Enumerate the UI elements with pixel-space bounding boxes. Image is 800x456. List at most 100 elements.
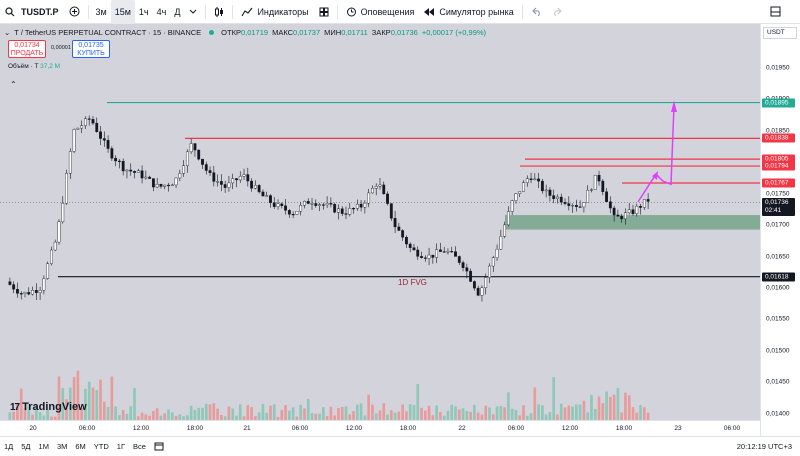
candle [488, 265, 491, 278]
candle [68, 151, 72, 174]
candle [480, 287, 484, 296]
symbol-search[interactable]: TUSDT.P [0, 0, 64, 24]
candle [593, 174, 597, 190]
interval-1d[interactable]: Д [174, 6, 181, 17]
price-level-tag: 0,01805 [762, 154, 795, 164]
candle [19, 293, 23, 295]
candle [616, 214, 620, 217]
alerts-button[interactable]: Оповещения [341, 0, 420, 24]
volume-bar [359, 403, 363, 420]
replay-button[interactable]: Симулятор рынка [419, 0, 518, 24]
candle [582, 202, 586, 208]
candle [450, 251, 454, 253]
candle [337, 208, 340, 213]
range-all[interactable]: Все [133, 442, 146, 451]
buy-price: 0,01735 [78, 42, 104, 49]
candle [151, 178, 155, 188]
currency-selector[interactable]: USDT [763, 27, 797, 39]
candle [472, 281, 476, 289]
interval-dropdown[interactable] [184, 0, 202, 24]
candle [374, 186, 378, 189]
volume-bar [87, 381, 91, 420]
volume-bar [408, 404, 412, 420]
chart-pane[interactable]: 1D FVG ⌄ T / TetherUS PERPETUAL CONTRACT… [0, 24, 760, 436]
buy-button[interactable]: 0,01735 КУПИТЬ [72, 40, 110, 58]
volume-bar [397, 411, 401, 420]
candle [23, 292, 27, 294]
volume-bar [582, 400, 586, 420]
range-5d[interactable]: 5Д [21, 442, 31, 451]
volume-bar [457, 409, 461, 420]
volume-bar [322, 407, 325, 420]
time-axis-label: 06:00 [507, 425, 525, 432]
time-axis-label: 21 [243, 425, 251, 432]
candle [197, 149, 201, 160]
volume-bar [382, 403, 386, 420]
price-axis[interactable]: 0,020000,019500,019000,018500,018000,017… [760, 24, 800, 436]
candle [438, 249, 442, 252]
candle [639, 205, 642, 208]
volume-bar [19, 388, 23, 420]
clock[interactable]: 20:12:19 UTC+3 [736, 442, 792, 451]
volume-bar [261, 403, 265, 420]
redo-button[interactable] [547, 0, 568, 24]
divider [205, 4, 207, 19]
range-1d[interactable]: 1Д [4, 442, 14, 451]
candle [355, 203, 359, 209]
range-1m[interactable]: 1М [38, 442, 49, 451]
time-axis[interactable]: 20 06:00 12:00 18:00 21 06:00 12:00 18:00 22 06:0… [0, 420, 760, 436]
legend-collapse-icon[interactable]: ⌄ [4, 28, 11, 37]
volume-bar [72, 377, 76, 420]
interval-3m[interactable]: 3м [95, 6, 107, 17]
tradingview-mark-icon: 17 [10, 401, 20, 413]
volume-bar [401, 404, 404, 420]
layout-button[interactable] [765, 0, 786, 24]
candle [476, 287, 480, 296]
templates-button[interactable] [314, 0, 334, 24]
volume-bar [254, 416, 257, 420]
indicators-button[interactable]: Индикаторы [236, 0, 313, 24]
date-range-button[interactable] [150, 441, 168, 453]
candle [140, 170, 144, 179]
chart-canvas[interactable]: 1D FVG [0, 24, 760, 420]
tradingview-logo[interactable]: 17 TradingView [10, 401, 87, 413]
volume-bar [329, 406, 333, 420]
volume-bar [522, 405, 525, 420]
range-1y[interactable]: 1Г [116, 442, 126, 451]
compare-button[interactable] [64, 0, 85, 24]
interval-1h[interactable]: 1ч [138, 6, 149, 17]
range-ytd[interactable]: YTD [93, 442, 109, 451]
candle [102, 138, 106, 141]
volume-bar [552, 377, 556, 420]
range-6m[interactable]: 6М [75, 442, 86, 451]
volume-bar [325, 416, 329, 420]
candle [318, 204, 321, 206]
candle [627, 209, 631, 213]
fvg-label: 1D FVG [398, 278, 427, 287]
chart-type-button[interactable] [209, 0, 229, 24]
undo-button[interactable] [526, 0, 547, 24]
interval-4h[interactable]: 4ч [156, 6, 167, 17]
interval-15m[interactable]: 15м [110, 0, 135, 24]
volume-bar [38, 412, 42, 420]
volume-bar [95, 390, 99, 420]
sell-button[interactable]: 0,01734 ПРОДАТЬ [8, 40, 46, 58]
volume-bar [503, 407, 506, 420]
range-3m[interactable]: 3М [56, 442, 68, 451]
candle [87, 118, 91, 120]
candle [420, 256, 423, 258]
volume-bar [450, 404, 454, 420]
volume-bar [299, 404, 302, 420]
indicators-icon [241, 7, 253, 16]
collapse-indicators-icon[interactable]: ⌃ [10, 80, 17, 89]
undo-icon [532, 7, 540, 16]
volume-bar [129, 406, 133, 420]
candle [84, 118, 87, 126]
price-axis-label: 0,01400 [766, 410, 790, 418]
volume-bar [246, 405, 250, 420]
chevron-down-icon [190, 9, 197, 14]
volume-bar [348, 414, 352, 420]
candle [578, 206, 582, 208]
price-level-tag: 0,01838 [762, 133, 795, 143]
candle [525, 178, 529, 183]
